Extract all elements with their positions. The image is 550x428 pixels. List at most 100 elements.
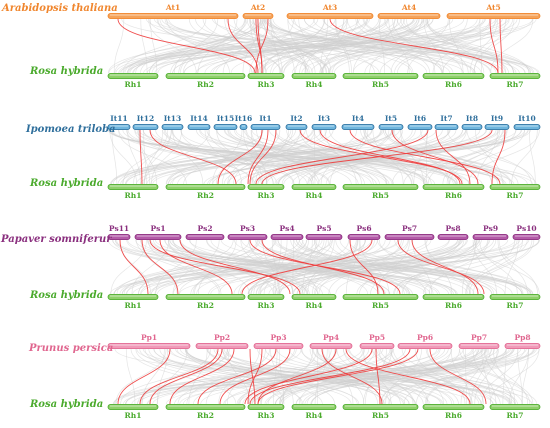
chromosome-label-It10: It10 [518,114,535,123]
chromosome-It16 [240,124,247,129]
chromosome-label-Pp6: Pp6 [417,333,433,342]
chromosome-Rh4-panel1 [292,73,336,78]
chromosome-label-Rh4: Rh4 [306,80,323,89]
chromosome-label-Rh5: Rh5 [372,411,389,420]
chromosome-Rh2-panel1 [166,73,245,78]
chromosome-Ps3 [228,234,267,239]
chromosome-Rh6-panel3 [423,294,484,299]
chromosome-It4 [342,124,374,129]
chromosome-label-Ps1: Ps1 [150,224,165,233]
chromosome-Rh4-panel4 [292,404,336,409]
chromosome-label-Pp4: Pp4 [323,333,339,342]
chromosome-label-Rh3: Rh3 [258,301,275,310]
chromosome-It2 [286,124,307,129]
species-label-rosa-1: Rosa hybrida [30,66,103,78]
chromosome-label-Rh4: Rh4 [306,301,323,310]
chromosome-label-It13: It13 [164,114,181,123]
chromosome-It9 [485,124,509,129]
chromosome-label-Rh6: Rh6 [445,411,462,420]
chromosome-label-Rh7: Rh7 [507,301,524,310]
chromosome-Ps8 [438,234,468,239]
chromosome-Rh3-panel3 [248,294,284,299]
chromosome-Rh3-panel1 [248,73,284,78]
chromosome-At5 [447,13,540,18]
chromosome-label-It4: It4 [352,114,364,123]
chromosome-label-Rh6: Rh6 [445,301,462,310]
chromosome-Ps10 [513,234,540,239]
chromosome-Ps6 [348,234,380,239]
chromosome-Rh1-panel1 [108,73,158,78]
chromosome-Ps4 [271,234,303,239]
red-link [430,349,486,404]
chromosome-label-It11: It11 [110,114,127,123]
chromosome-Rh2-panel4 [166,404,245,409]
chromosome-label-Rh6: Rh6 [445,191,462,200]
chromosome-Rh4-panel2 [292,184,336,189]
chromosome-label-Rh5: Rh5 [372,191,389,200]
chromosome-label-It9: It9 [491,114,503,123]
chromosome-Rh4-panel3 [292,294,336,299]
chromosome-It15 [214,124,237,129]
chromosome-It12 [133,124,158,129]
chromosome-Rh1-panel3 [108,294,158,299]
grey-link [112,130,117,184]
chromosome-Rh1-panel2 [108,184,158,189]
chromosome-label-Rh2: Rh2 [197,191,214,200]
chromosome-Rh3-panel4 [248,404,284,409]
chromosome-label-It8: It8 [466,114,478,123]
chromosome-It3 [312,124,336,129]
chromosome-At3 [287,13,373,18]
chromosome-label-At1: At1 [165,3,180,12]
chromosome-label-Pp7: Pp7 [471,333,487,342]
chromosome-It6 [408,124,432,129]
chromosome-Rh5-panel1 [343,73,418,78]
chromosome-It13 [162,124,183,129]
chromosome-Pp7 [459,343,499,348]
chromosome-label-Rh1: Rh1 [125,80,142,89]
chromosome-Pp4 [310,343,352,348]
chromosome-It1 [251,124,280,129]
chromosome-It5 [379,124,403,129]
chromosome-label-Rh4: Rh4 [306,411,323,420]
chromosome-Pp2 [196,343,248,348]
chromosome-label-Rh2: Rh2 [197,80,214,89]
chromosome-label-Rh5: Rh5 [372,301,389,310]
chromosome-Rh7-panel3 [490,294,540,299]
chromosome-Pp3 [254,343,303,348]
chromosome-At4 [378,13,440,18]
chromosome-label-Rh7: Rh7 [507,80,524,89]
chromosome-label-Rh2: Rh2 [197,301,214,310]
chromosome-It8 [462,124,482,129]
chromosome-label-Pp3: Pp3 [270,333,286,342]
chromosome-label-Ps7: Ps7 [402,224,417,233]
chromosome-label-Rh3: Rh3 [258,411,275,420]
species-label-papaver: Papaver somniferur [1,234,112,246]
chromosome-Pp1 [108,343,190,348]
chromosome-label-It7: It7 [440,114,452,123]
chromosome-label-Ps2: Ps2 [197,224,212,233]
chromosome-label-Rh7: Rh7 [507,191,524,200]
chromosome-label-Ps5: Ps5 [316,224,331,233]
chromosome-Rh7-panel2 [490,184,540,189]
chromosome-label-Pp5: Pp5 [369,333,385,342]
chromosome-label-Rh1: Rh1 [125,191,142,200]
chromosome-label-Rh6: Rh6 [445,80,462,89]
chromosome-label-Rh7: Rh7 [507,411,524,420]
chromosome-Rh2-panel3 [166,294,245,299]
chromosome-Rh6-panel1 [423,73,484,78]
chromosome-label-Rh3: Rh3 [258,191,275,200]
species-label-prunus: Prunus persica [29,343,113,355]
chromosome-label-Rh5: Rh5 [372,80,389,89]
chromosome-label-Ps9: Ps9 [483,224,498,233]
chromosome-label-Ps10: Ps10 [516,224,536,233]
chromosome-Ps2 [186,234,224,239]
chromosome-label-It15: It15 [217,114,234,123]
chromosome-Rh6-panel4 [423,404,484,409]
chromosome-label-Rh1: Rh1 [125,411,142,420]
species-label-ipomoea: Ipomoea triloba [26,124,116,136]
chromosome-Rh7-panel1 [490,73,540,78]
chromosome-label-It3: It3 [318,114,330,123]
species-label-arabidopsis: Arabidopsis thaliana [2,3,118,15]
grey-link [529,130,535,184]
